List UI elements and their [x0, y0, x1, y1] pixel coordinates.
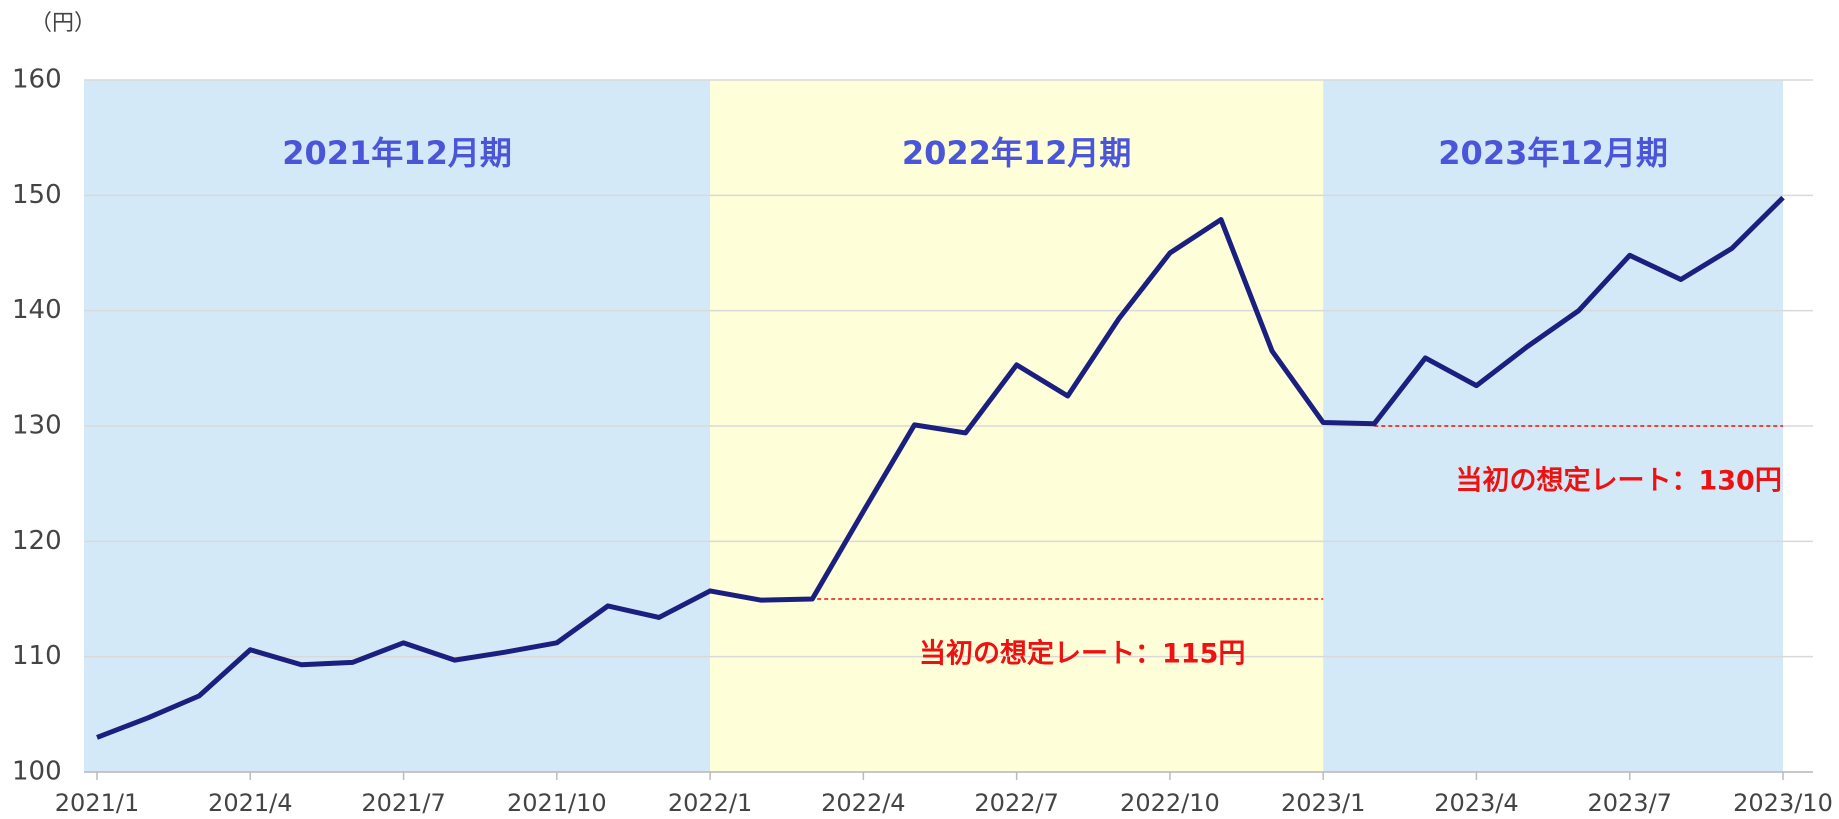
reference-label: 当初の想定レート：115円 [919, 638, 1245, 670]
x-tick-label: 2023/7 [1588, 789, 1672, 817]
y-tick-label: 150 [12, 180, 62, 210]
series-line [96, 195, 1785, 740]
y-tick-label: 130 [12, 411, 62, 441]
x-tick-label: 2021/4 [208, 789, 292, 817]
y-axis-label: （円） [30, 11, 96, 36]
x-tick-label: 2023/4 [1434, 789, 1518, 817]
x-tick-label: 2021/7 [361, 789, 445, 817]
x-tick-label: 2022/4 [821, 789, 905, 817]
y-tick-label: 100 [12, 757, 62, 787]
reference-label: 当初の想定レート：130円 [1455, 465, 1781, 497]
x-tick-label: 2022/1 [668, 789, 752, 817]
y-tick-label: 140 [12, 295, 62, 325]
period-label: 2021年12月期 [282, 134, 512, 172]
x-tick-label: 2023/1 [1281, 789, 1365, 817]
x-tick-label: 2021/10 [507, 789, 607, 817]
x-tick-label: 2022/10 [1120, 789, 1220, 817]
x-tick-label: 2023/10 [1733, 789, 1833, 817]
y-tick-label: 160 [12, 65, 62, 95]
y-tick-label: 110 [12, 641, 62, 671]
period-label: 2023年12月期 [1438, 134, 1668, 172]
x-tick-label: 2021/1 [55, 789, 139, 817]
period-label: 2022年12月期 [902, 134, 1132, 172]
x-tick-label: 2022/7 [974, 789, 1058, 817]
y-tick-label: 120 [12, 526, 62, 556]
